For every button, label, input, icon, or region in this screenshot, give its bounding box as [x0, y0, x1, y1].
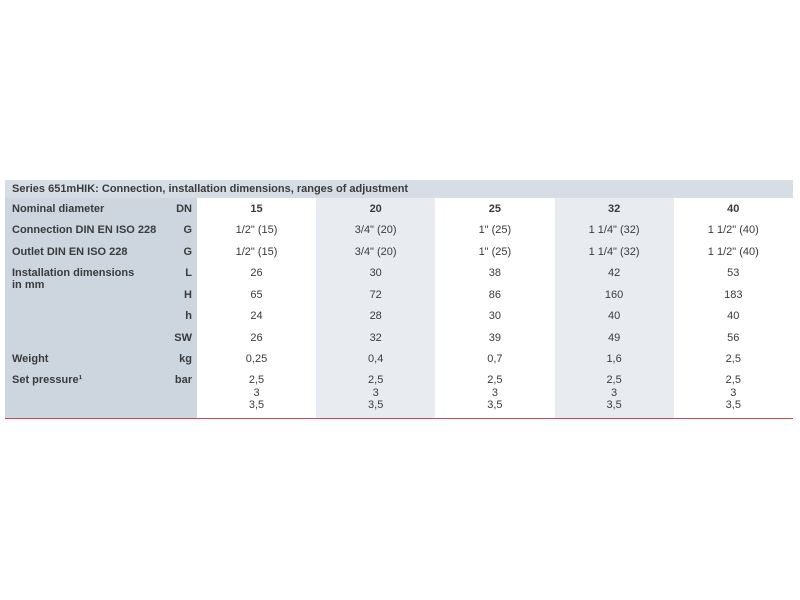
cell-value: 1" (25) [478, 246, 512, 258]
unit: G [183, 246, 192, 258]
cell-value: 2,5 [487, 374, 503, 386]
cell-value: 1/2" (15) [235, 246, 278, 258]
cell-value: 183 [724, 289, 743, 301]
cell-value: 3,5 [606, 399, 622, 411]
cell-value: 3,5 [487, 399, 503, 411]
cell-value: 2,5 [368, 374, 384, 386]
cell-value: 0,25 [245, 353, 268, 365]
cell-value: 28 [369, 310, 382, 322]
cell-value: 30 [369, 267, 382, 279]
cell-value: 30 [488, 310, 502, 322]
cell-value: 72 [369, 289, 382, 301]
cell-value: 53 [727, 267, 740, 279]
cell-value: 1/2" (15) [235, 224, 278, 236]
cell-value: 3,5 [368, 399, 384, 411]
row-label: Installation dimensions in mm [12, 267, 135, 291]
cell-value: 160 [604, 289, 624, 301]
unit: kg [179, 353, 192, 365]
cell-value: 2,5 [248, 374, 265, 386]
cell-value: 3 [372, 386, 379, 399]
cell-value: 24 [250, 310, 263, 322]
unit: h [185, 310, 192, 322]
cell-value: 26 [250, 267, 263, 279]
cell-value: 3 [491, 386, 498, 399]
cell-value: 2,5 [725, 353, 741, 365]
row-label: Connection DIN EN ISO 228 [12, 224, 157, 236]
cell-value: 42 [607, 267, 621, 279]
unit: L [185, 267, 192, 279]
cell-value: 1 1/2" (40) [707, 246, 759, 258]
cell-value: 40 [727, 310, 740, 322]
cell-value: 0,4 [368, 353, 384, 365]
cell-value: 32 [369, 332, 382, 344]
unit: SW [174, 332, 192, 344]
title-bar [5, 180, 793, 198]
column-header: 25 [488, 203, 502, 215]
cell-value: 40 [607, 310, 621, 322]
cell-value: 3 [730, 386, 737, 399]
cell-value: 65 [250, 289, 263, 301]
cell-value: 1 1/2" (40) [707, 224, 759, 236]
cell-value: 0,7 [487, 353, 503, 365]
cell-value: 1,6 [606, 353, 622, 365]
cell-value: 3/4" (20) [354, 224, 397, 236]
unit: bar [174, 374, 192, 386]
cell-value: 2,5 [606, 374, 622, 386]
cell-value: 3 [611, 386, 618, 399]
cell-value: 39 [488, 332, 502, 344]
label-column [5, 198, 197, 418]
row-label: Weight [12, 353, 49, 365]
cell-value: 3/4" (20) [354, 246, 397, 258]
shaded-column [316, 198, 435, 418]
cell-value: 3,5 [725, 399, 741, 411]
cell-value: 56 [727, 332, 740, 344]
unit: H [184, 289, 192, 301]
row-label: Outlet DIN EN ISO 228 [12, 246, 128, 258]
unit: DN [176, 203, 192, 215]
column-header: 32 [607, 203, 621, 215]
cell-value: 1 1/4" (32) [588, 224, 640, 236]
column-header: 20 [369, 203, 382, 215]
shaded-column [555, 198, 674, 418]
header-label: Nominal diameter [12, 203, 105, 215]
unit: G [183, 224, 192, 236]
cell-value: 86 [488, 289, 502, 301]
cell-value: 38 [488, 267, 502, 279]
column-header: 40 [727, 203, 740, 215]
cell-value: 1 1/4" (32) [588, 246, 640, 258]
column-header: 15 [250, 203, 263, 215]
cell-value: 3 [253, 386, 260, 399]
cell-value: 26 [250, 332, 263, 344]
cell-value: 1" (25) [478, 224, 512, 236]
spec-table: Series 651mHIK: Connection, installation… [5, 180, 793, 419]
cell-value: 3,5 [248, 399, 265, 411]
table-title: Series 651mHIK: Connection, installation… [12, 183, 409, 195]
row-label: Set pressure¹ [12, 374, 83, 386]
cell-value: 49 [607, 332, 621, 344]
cell-value: 2,5 [725, 374, 741, 386]
